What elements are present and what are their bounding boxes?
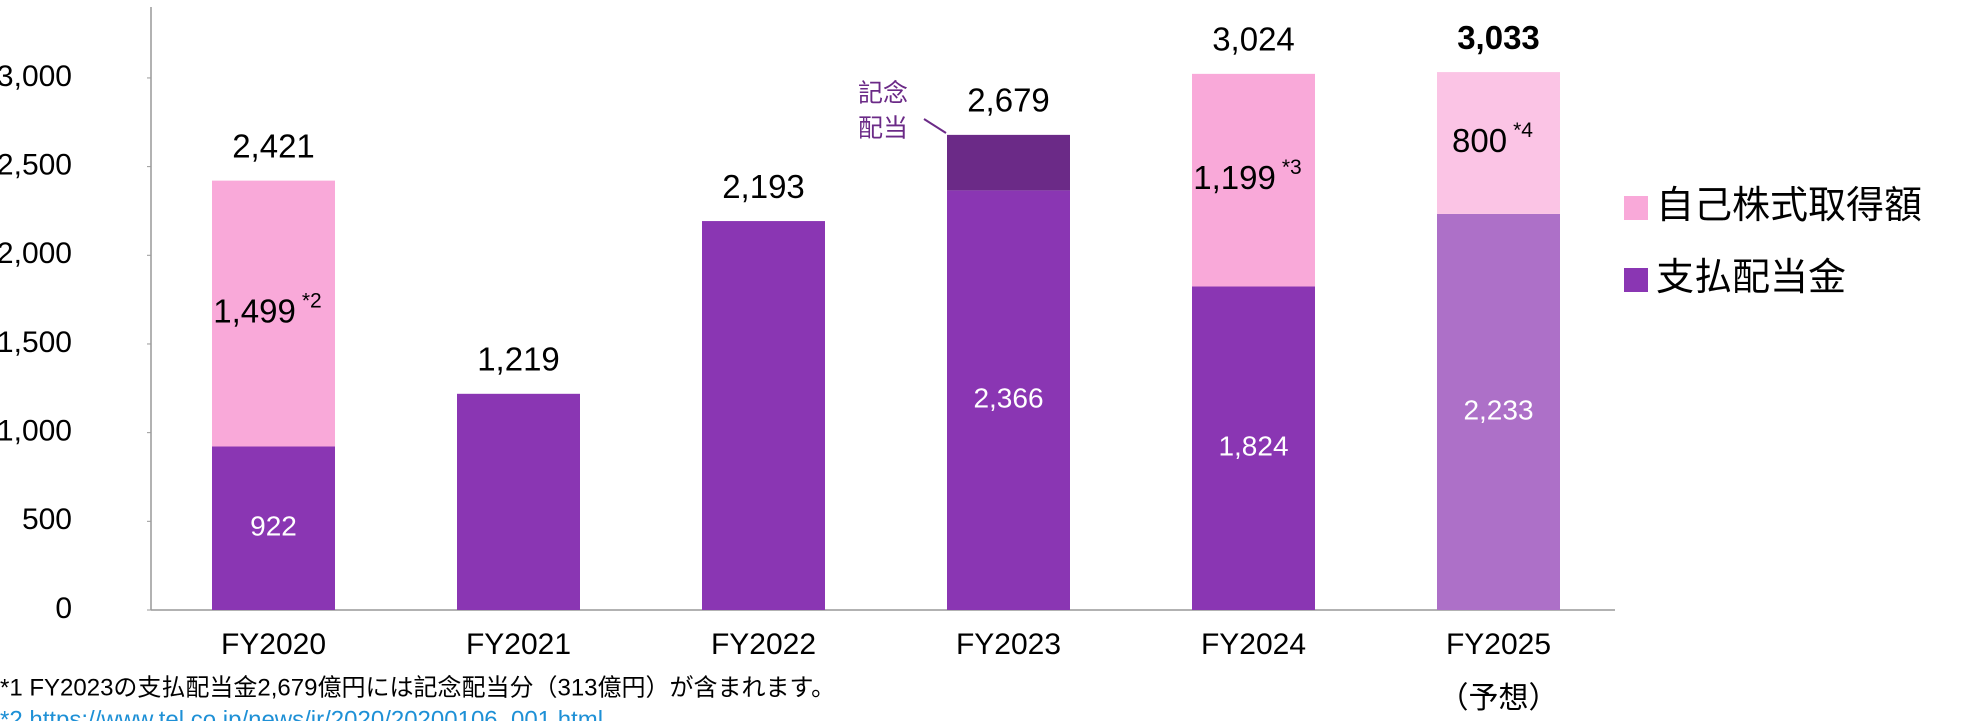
dividend-bar [457,393,580,610]
x-tick-label: FY2021 [466,628,571,661]
data-label: 1,499 *2 [213,289,321,329]
commemorative-label: 記念 [858,80,908,108]
dividend-bar [702,221,825,610]
total-label: 2,193 [722,168,805,205]
data-label-value: 1,199 [1193,159,1276,196]
total-label: 1,219 [477,341,560,378]
dividend-bar [212,446,335,610]
data-label: 1,199 *3 [1193,156,1301,196]
commemorative-label: 配当 [858,115,908,143]
dividend-bar [947,190,1070,610]
data-label-value: 1,499 [213,292,296,329]
footnote: *1 FY2023の支払配当金2,679億円には記念配当分（313億円）が含まれ… [0,674,835,701]
buyback-bar [1437,72,1560,214]
data-label: 2,233 [1463,394,1533,425]
data-label: 1,824 [1218,431,1288,462]
y-tick-label: 1,000 [0,415,72,448]
data-label-value: 800 [1452,122,1507,159]
footnote-mark: *2 [302,289,322,312]
x-tick-label: FY2022 [711,628,816,661]
y-tick-label: 0 [55,592,72,625]
x-tick-label: FY2024 [1201,628,1306,661]
buyback-bar [1192,73,1315,287]
leader-line [923,118,947,134]
data-label: 800 *4 [1452,119,1533,159]
data-label: 2,366 [973,383,1043,414]
total-label: 2,421 [232,127,315,164]
footnote-mark: *3 [1282,156,1302,179]
y-tick-label: 3,000 [0,60,72,93]
commemorative-bar [947,134,1070,191]
y-tick-label: 2,500 [0,149,72,182]
footnote-mark: *4 [1513,119,1533,142]
total-label: 3,033 [1457,19,1540,56]
legend-label: 支払配当金 [1656,257,1846,299]
legend-swatch [1624,196,1648,220]
x-tick-label: FY2020 [221,628,326,661]
buyback-bar [212,180,335,447]
x-tick-label: FY2025 [1446,628,1551,661]
total-label: 3,024 [1212,20,1295,57]
x-tick-label: FY2023 [956,628,1061,661]
y-tick-label: 500 [22,503,72,536]
legend-label: 自己株式取得額 [1656,185,1922,227]
legend-swatch [1624,268,1648,292]
data-label: 922 [250,511,297,542]
y-tick-label: 1,500 [0,326,72,359]
dividend-bar [1192,286,1315,610]
dividend-bar [1437,213,1560,610]
x-tick-note: （予想） [1439,682,1559,715]
footnote: *2 https://www.tel.co.jp/news/ir/2020/20… [0,706,603,721]
total-label: 2,679 [967,82,1050,119]
y-tick-label: 2,000 [0,237,72,270]
